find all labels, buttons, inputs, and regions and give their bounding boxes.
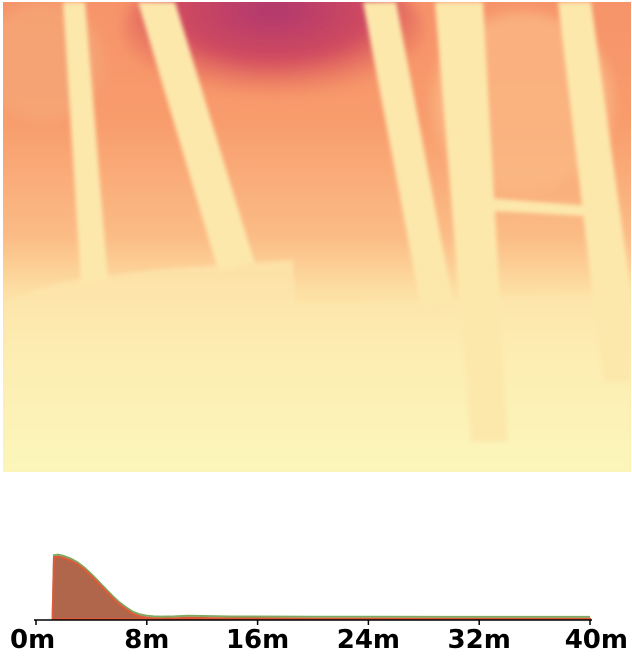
series-0-area [53,557,590,619]
x-tick-label: 32m [448,625,511,655]
x-tick-label: 8m [124,625,169,655]
histogram-plot-area [53,555,590,619]
x-tick-label: 0m [10,625,55,655]
depth-histogram: 0m 8m 16m 24m 32m 40m [0,540,632,664]
x-tick-label: 16m [226,625,289,655]
depth-map-image [3,2,631,472]
x-tick-label: 40m [565,625,628,655]
series-0-outline [53,555,590,617]
x-axis-ticks: 0m 8m 16m 24m 32m 40m [10,620,628,655]
x-tick-label: 24m [337,625,400,655]
